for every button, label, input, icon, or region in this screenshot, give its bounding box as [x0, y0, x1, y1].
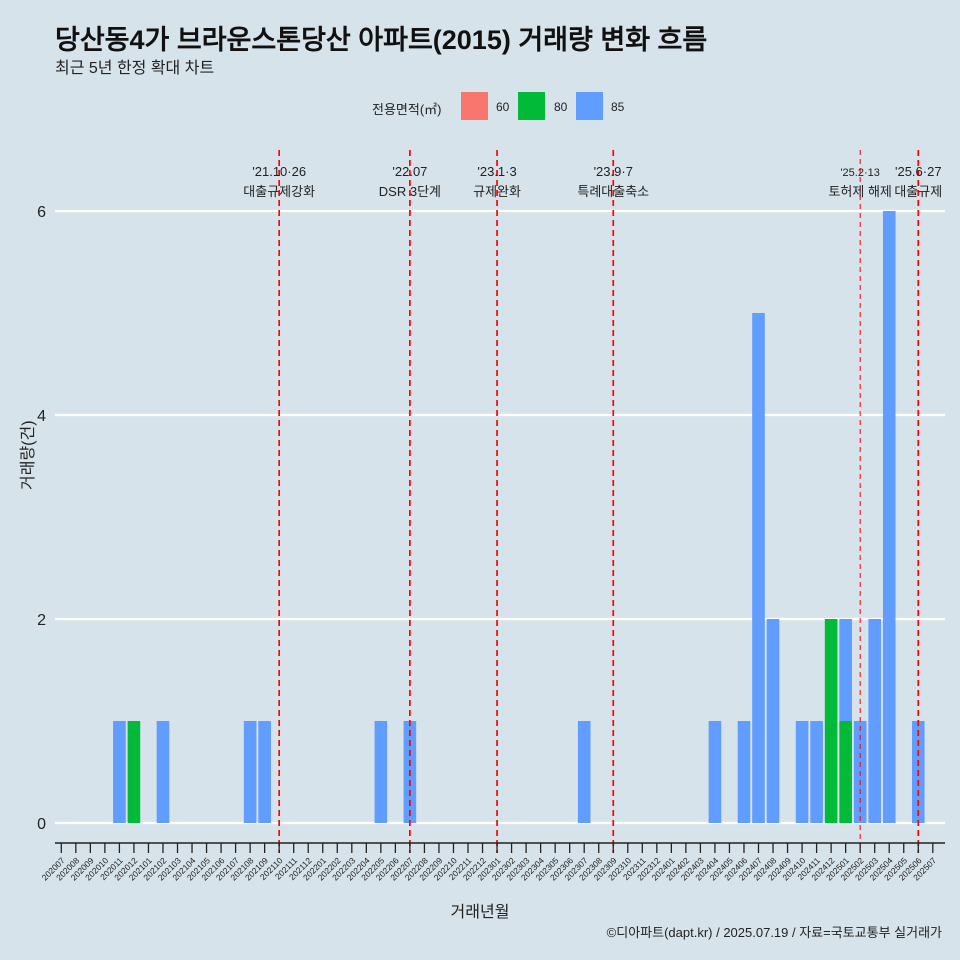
- event-date: '22.07: [392, 164, 427, 179]
- y-tick-label: 6: [37, 204, 46, 221]
- event-date: '23.9·7: [594, 164, 633, 179]
- y-axis-label: 거래량(건): [20, 420, 37, 490]
- x-axis: 2020072020082020092020102020112020122021…: [40, 842, 945, 882]
- bar-202108-85: [243, 721, 257, 823]
- legend-key-85: [576, 92, 603, 120]
- y-tick-label: 0: [37, 816, 46, 833]
- legend-key-80: [518, 92, 545, 120]
- event-date: '21.10·26: [252, 164, 306, 179]
- bar-202501-85: [839, 619, 852, 721]
- event-label: 대출규제: [894, 184, 942, 199]
- event-lines: '21.10·26 대출규제강화 '22.07 DSR 3단계 '23.1·3 규제완화 '…: [243, 150, 942, 853]
- bar-202408-85: [766, 619, 780, 823]
- chart-title: 당산동4가 브라운스톤당산 아파트(2015) 거래량 변화 흐름: [55, 25, 708, 55]
- event-date: '25.6·27: [895, 164, 942, 179]
- grid-lines: 0 2 4 6: [37, 204, 945, 833]
- bar-202410-85: [795, 721, 809, 823]
- legend-label-80: 80: [554, 100, 568, 114]
- legend-label-85: 85: [611, 100, 625, 114]
- legend: 전용면적(㎡) 60 80 85: [0, 92, 960, 122]
- event-label: 규제완화: [473, 184, 521, 199]
- bar-202411-85: [810, 721, 823, 823]
- caption: ©디아파트(dapt.kr) / 2025.07.19 / 자료=국토교통부 실…: [606, 925, 942, 940]
- x-axis-label: 거래년월: [450, 904, 510, 921]
- bar-202205-85: [374, 721, 388, 823]
- y-tick-label: 4: [37, 408, 46, 425]
- event-date: '25.2·13: [840, 167, 879, 179]
- event-label: 토허제 해제: [828, 184, 891, 199]
- legend-key-60: [461, 92, 488, 120]
- bar-202503-85: [868, 619, 881, 823]
- chart-subtitle: 최근 5년 한정 확대 차트: [55, 60, 215, 77]
- bar-202412-80: [824, 619, 838, 823]
- bar-202102-85: [156, 721, 170, 823]
- bar-202504-85: [882, 211, 896, 823]
- legend-label-60: 60: [496, 100, 510, 114]
- bar-202407-85: [752, 313, 765, 823]
- event-label: 대출규제강화: [243, 184, 315, 199]
- bar-202406-85: [737, 721, 751, 823]
- bar-202307-85: [577, 721, 591, 823]
- event-label: DSR 3단계: [379, 184, 441, 199]
- bar-202501-80: [839, 721, 852, 823]
- bar-202012-80: [127, 721, 141, 823]
- y-tick-label: 2: [37, 612, 46, 629]
- event-date: '23.1·3: [477, 164, 516, 179]
- plot-area: 0 2 4 6 '21.10·26 대출규제강화 '22.07 DSR 3단계 '23.1·3…: [37, 150, 945, 882]
- bar-202404-85: [708, 721, 722, 823]
- event-label: 특례대출축소: [577, 184, 649, 199]
- bar-202011-85: [113, 721, 126, 823]
- bars: [113, 211, 925, 823]
- legend-title: 전용면적(㎡): [372, 102, 442, 117]
- bar-202109-85: [258, 721, 271, 823]
